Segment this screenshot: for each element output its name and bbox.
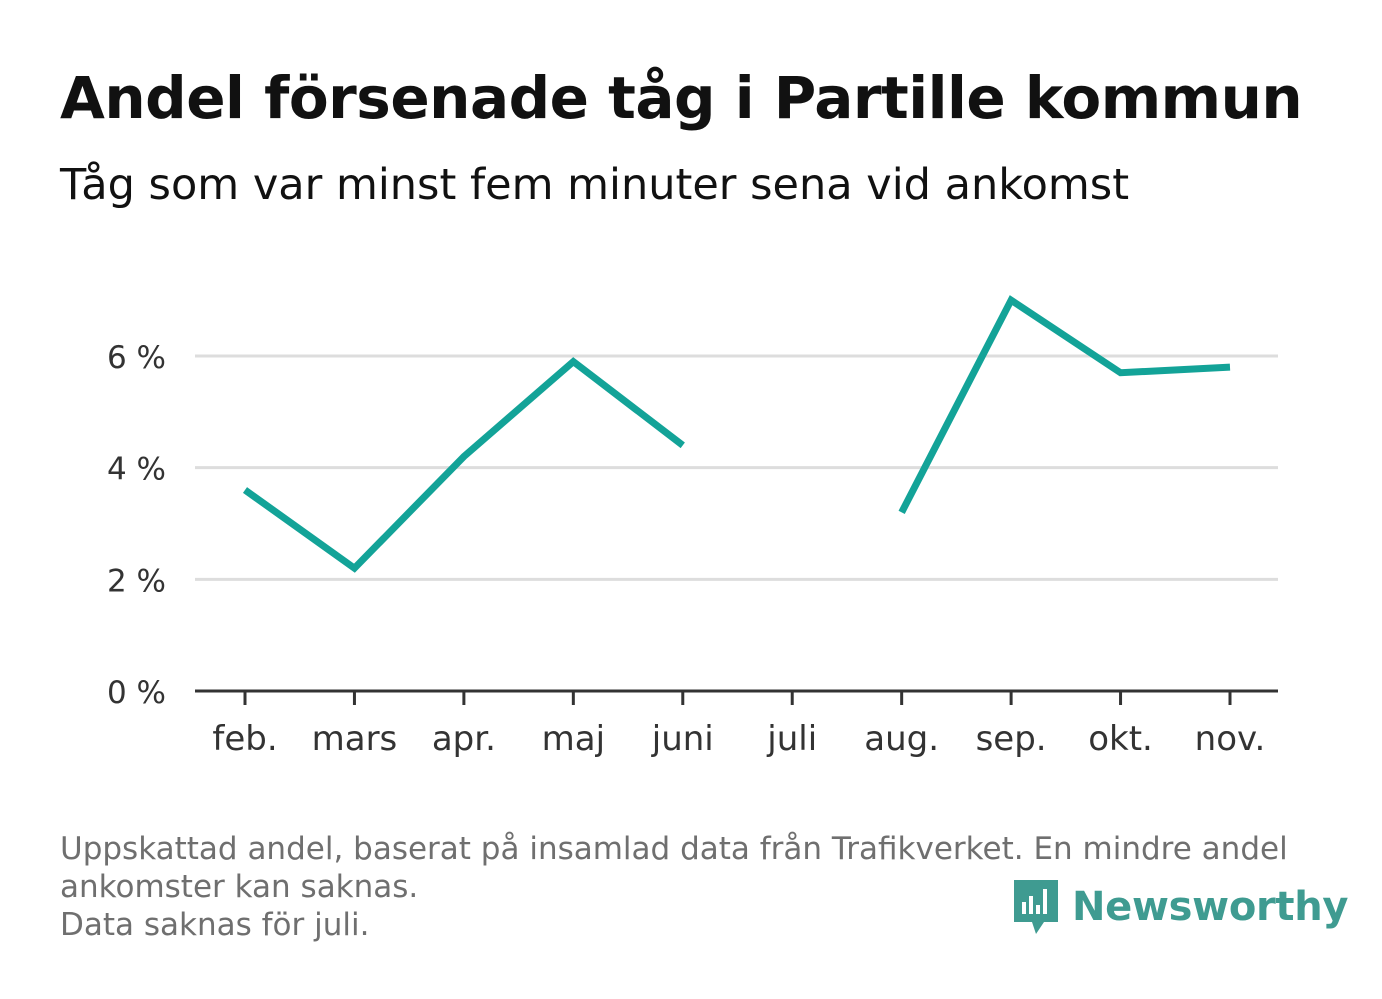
x-tick-label: nov. [1195,719,1266,759]
newsworthy-logo-text: Newsworthy [1072,884,1349,930]
grid-lines [195,354,1278,581]
footer-missing-data-note: Data saknas för juli. [60,907,370,943]
series-line-segment [242,357,685,573]
series-lines [242,295,1231,573]
y-tick-label: 6 % [107,340,166,376]
x-tick-label: mars [312,719,398,759]
footer-source-note: Uppskattad andel, baserat på insamlad da… [60,831,1288,867]
x-tick-label: apr. [432,719,496,759]
footer-notes: Uppskattad andel, baserat på insamlad da… [60,830,1320,944]
y-axis-labels: 0 % 2 % 4 % 6 % [107,340,166,711]
chart-subtitle: Tåg som var minst fem minuter sena vid a… [60,160,1130,210]
footer-source-note-cont: ankomster kan saknas. [60,869,419,905]
x-tick-label: maj [542,719,605,759]
x-tick-label: juni [651,719,714,759]
series-line-segment [898,295,1231,514]
x-tick-label: juli [766,719,817,759]
x-tick-label: sep. [976,719,1047,759]
newsworthy-logo: Newsworthy [1010,876,1349,938]
x-axis [195,689,1278,705]
y-tick-label: 0 % [107,675,166,711]
newsworthy-logo-icon [1014,880,1058,934]
y-tick-label: 4 % [107,452,166,488]
x-tick-label: okt. [1088,719,1153,759]
x-tick-label: feb. [212,719,277,759]
y-tick-label: 2 % [107,563,166,599]
chart-title: Andel försenade tåg i Partille kommun [60,64,1303,132]
x-tick-label: aug. [864,719,939,759]
x-axis-labels: feb. mars apr. maj juni juli aug. sep. okt. nov. [212,719,1265,759]
